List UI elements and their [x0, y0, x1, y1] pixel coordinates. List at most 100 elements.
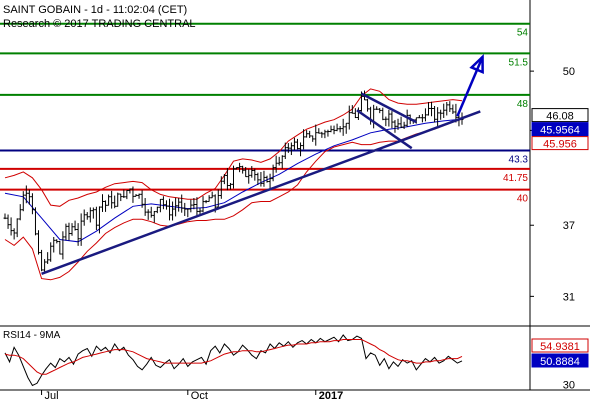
level-label-pivot: 43.3 — [509, 155, 529, 166]
price-bar — [417, 115, 421, 119]
price-bar — [375, 106, 379, 110]
price-bar — [164, 200, 168, 210]
price-bar — [433, 106, 437, 123]
price-bar — [152, 210, 156, 223]
price-bar — [430, 101, 434, 117]
price-bar — [341, 118, 345, 136]
price-bar — [186, 208, 190, 218]
price-bar — [183, 202, 187, 216]
price-bar — [335, 123, 339, 132]
price-bar — [451, 104, 455, 114]
price-bar — [201, 196, 205, 213]
price-bar — [158, 198, 162, 213]
copyright-note: Research © 2017 TRADING CENTRAL — [3, 18, 196, 30]
price-bar — [12, 228, 16, 240]
price-bar — [238, 162, 242, 173]
projection-arrow — [456, 56, 484, 117]
price-bar — [283, 142, 287, 160]
price-bar — [33, 207, 37, 236]
price-bar — [219, 176, 223, 199]
price-bar — [64, 223, 68, 241]
price-bar — [146, 209, 150, 220]
price-bar — [436, 107, 440, 127]
price-bar — [332, 125, 336, 135]
price-bar — [256, 172, 260, 186]
rsi-title: RSI14 - 9MA — [3, 330, 61, 341]
price-bar — [82, 209, 86, 226]
price-bar — [381, 107, 385, 121]
level-label-resistance: 51.5 — [509, 57, 529, 68]
price-bar — [140, 190, 144, 208]
rsi-tag-rsi: 50.8884 — [540, 356, 580, 368]
price-bar — [396, 118, 400, 130]
chart-title: SAINT GOBAIN - 1d - 11:02:04 (CET) — [3, 4, 187, 16]
price-bar — [113, 195, 117, 209]
price-bar — [423, 108, 427, 122]
price-bar — [262, 170, 266, 187]
price-bar — [91, 207, 95, 219]
price-bar — [46, 252, 50, 265]
price-bar — [228, 182, 232, 190]
price-bar — [317, 128, 321, 134]
price-tag-band: 45.956 — [543, 139, 577, 151]
price-bar — [308, 130, 312, 138]
y-tick-label: 50 — [563, 66, 575, 78]
trend-line — [41, 110, 481, 276]
price-bar — [289, 142, 293, 156]
price-bar — [110, 190, 114, 209]
price-bar — [344, 122, 348, 134]
price-bar — [122, 189, 126, 199]
level-label-resistance: 54 — [517, 28, 529, 39]
price-bar — [390, 111, 394, 129]
price-bar — [161, 196, 165, 210]
level-label-support: 41.75 — [503, 173, 528, 184]
price-bar — [125, 190, 129, 200]
price-bar — [356, 107, 360, 121]
price-bar — [259, 171, 263, 187]
price-bar — [195, 197, 199, 218]
price-bar — [15, 218, 19, 238]
price-bar — [402, 121, 406, 129]
price-bar — [222, 173, 226, 185]
price-bar — [265, 175, 269, 183]
price-bar — [37, 230, 41, 255]
x-tick-label: Oct — [191, 390, 208, 400]
price-bar — [76, 223, 80, 246]
price-bar — [137, 193, 141, 199]
price-bar — [174, 197, 178, 217]
price-bar — [55, 239, 59, 244]
trend-line — [356, 109, 413, 150]
price-bar — [155, 206, 159, 214]
price-bar — [235, 167, 239, 170]
price-bar — [372, 104, 376, 129]
price-bar — [88, 207, 92, 223]
price-bar — [94, 206, 98, 231]
price-bar — [79, 213, 83, 246]
price-bar — [295, 138, 299, 150]
y-tick-label: 37 — [563, 220, 575, 232]
price-bar — [314, 124, 318, 146]
price-bar — [21, 191, 25, 212]
price-bar — [320, 131, 324, 138]
price-bar — [204, 200, 208, 204]
price-bar — [292, 137, 296, 151]
price-bar — [149, 206, 153, 218]
price-bar — [128, 188, 132, 194]
price-bar — [426, 102, 430, 116]
rsi-tag-box — [531, 338, 589, 353]
price-bar — [232, 165, 235, 189]
price-bar — [49, 242, 53, 262]
price-tag-box — [531, 122, 589, 137]
trend-line — [360, 92, 417, 124]
price-bar — [378, 107, 382, 114]
price-bar — [85, 212, 89, 220]
price-bar — [143, 198, 147, 216]
price-bar — [420, 114, 424, 123]
price-bar — [18, 204, 22, 221]
price-bar — [177, 197, 181, 212]
price-bar — [384, 116, 388, 127]
price-bar — [192, 197, 196, 210]
level-label-support: 40 — [517, 194, 529, 205]
price-bar — [171, 201, 175, 221]
price-bar — [286, 143, 290, 153]
